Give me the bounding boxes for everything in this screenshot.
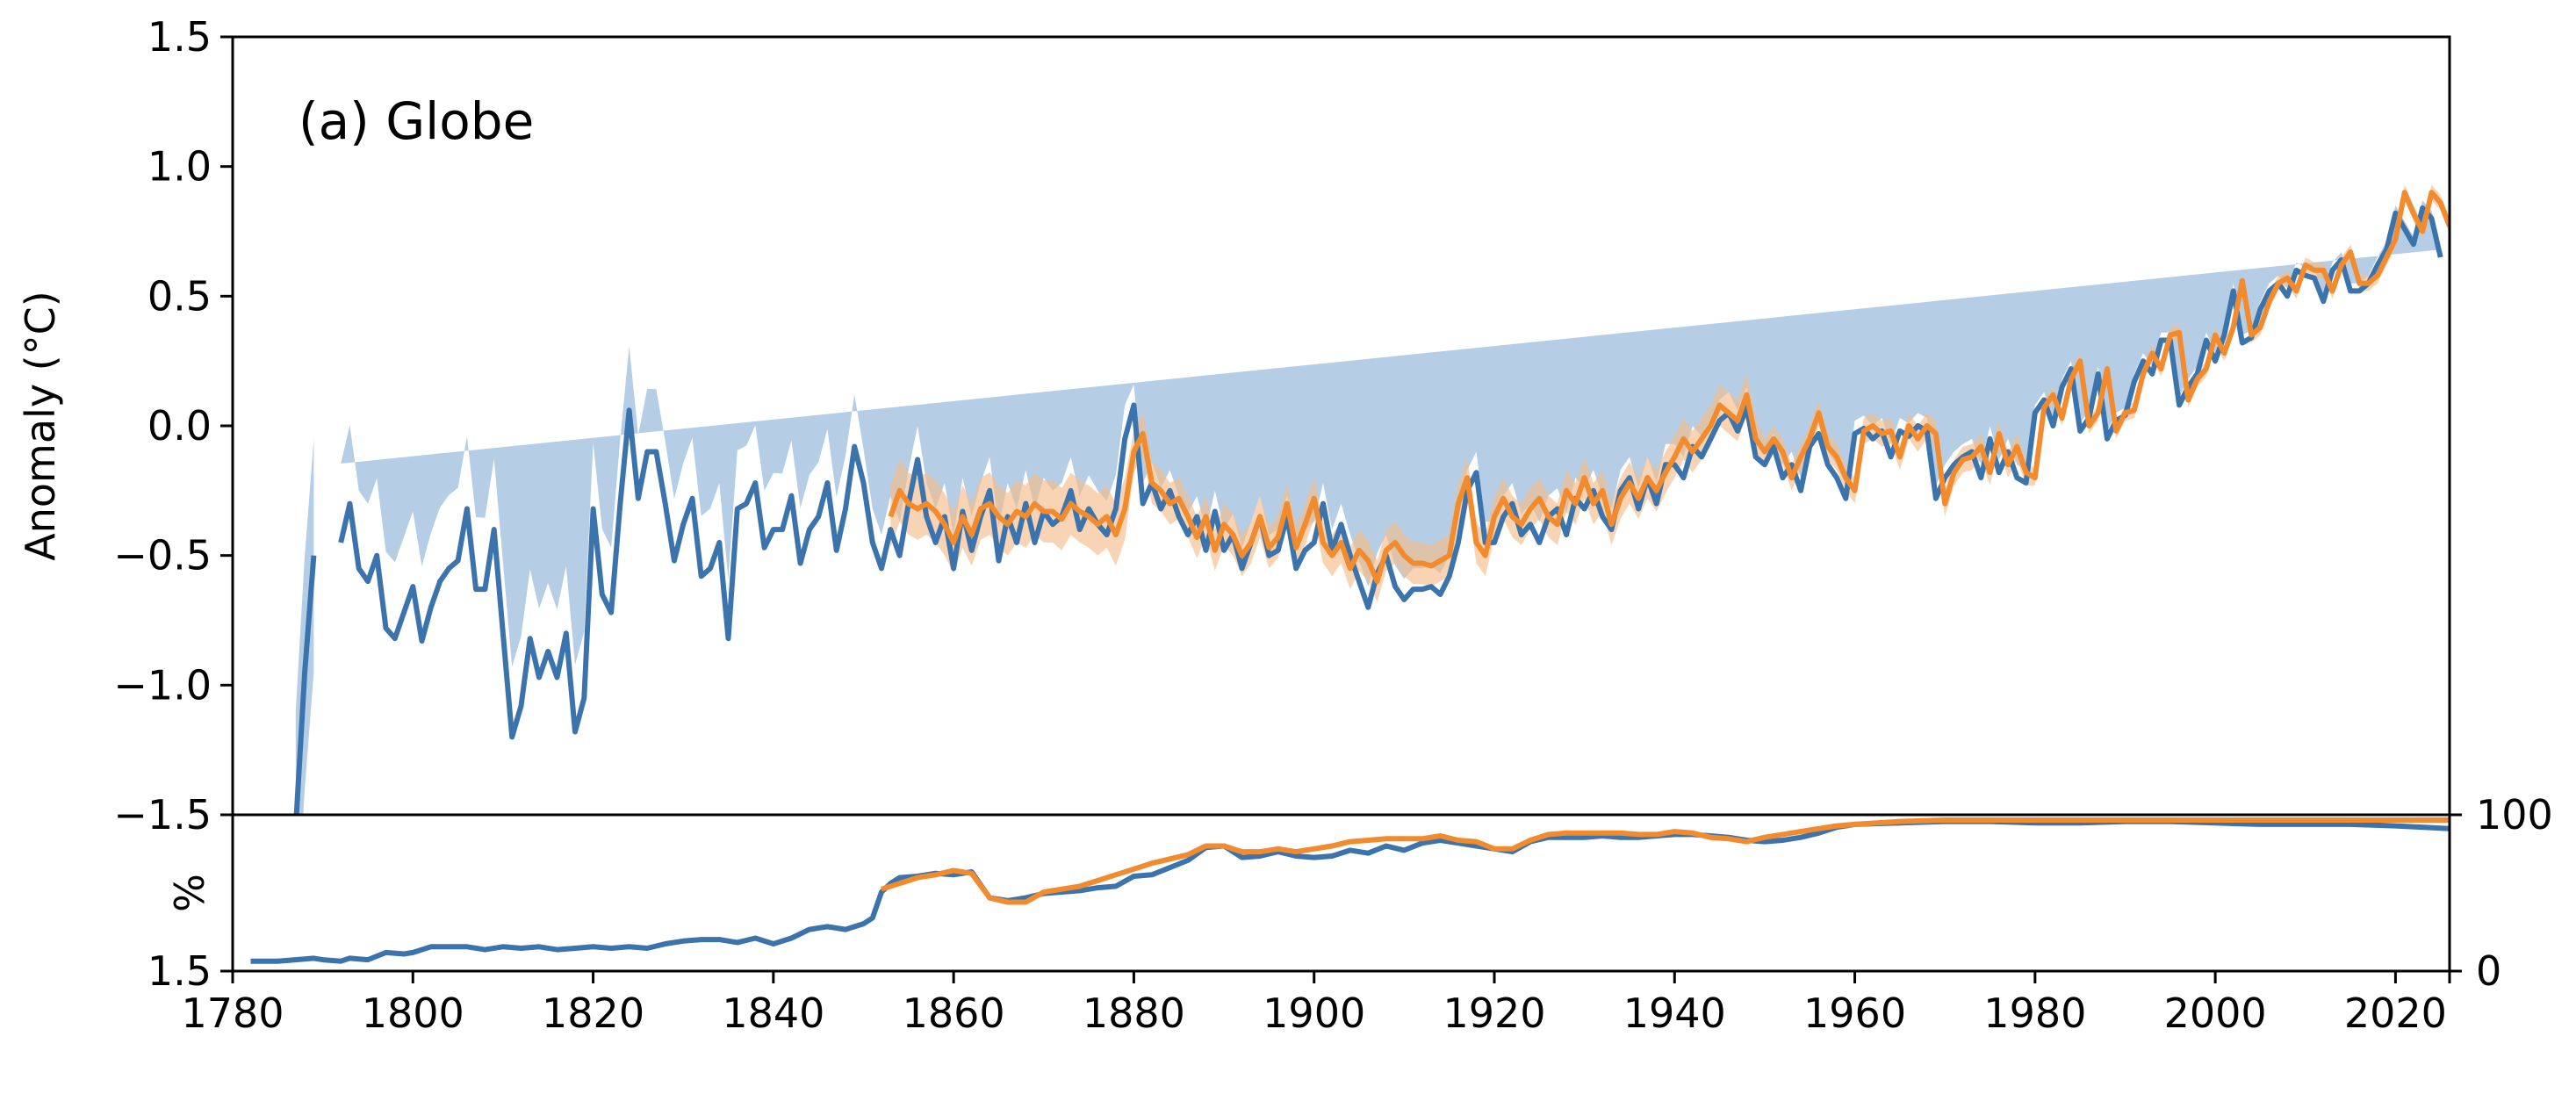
y-tick-label: −1.5 — [113, 791, 212, 838]
x-tick-label: 1920 — [1443, 990, 1545, 1037]
blue-anomaly-line-0 — [293, 555, 317, 815]
x-tick-label: 2000 — [2164, 990, 2267, 1037]
orange-anomaly-line-0 — [888, 190, 2450, 585]
bottom-left-tick-label: 1.5 — [148, 947, 212, 995]
y-tick-label: 0.0 — [148, 402, 212, 450]
bottom-series-lines — [250, 817, 2450, 964]
x-tick-label: 1780 — [181, 990, 284, 1037]
y-tick-label: 1.5 — [148, 13, 212, 61]
plot-border — [231, 35, 2451, 973]
x-tick-label: 1880 — [1083, 990, 1185, 1037]
x-tick-label: 1820 — [542, 990, 644, 1037]
bottom-y-axis-label: % — [166, 874, 213, 912]
x-tick-label: 2020 — [2344, 990, 2447, 1037]
y-tick-label: 0.5 — [148, 272, 212, 320]
blue-anomaly-line-1 — [338, 205, 2443, 740]
top-series-lines — [293, 190, 2450, 815]
x-tick-label: 1800 — [362, 990, 464, 1037]
right-tick-label: 0 — [2476, 947, 2501, 995]
blue-uncertainty-band-1 — [341, 200, 2441, 667]
y-tick-label: −0.5 — [113, 532, 212, 579]
x-tick-label: 1900 — [1263, 990, 1365, 1037]
blue-coverage-line — [250, 818, 2450, 964]
orange-coverage-line — [881, 817, 2450, 905]
axis-ticks: −1.5 −1.0 −0.5 0.0 0.5 1.0 1.5 1.5 0 100 1780 1800 1… — [113, 13, 2553, 1037]
x-tick-label: 1840 — [722, 990, 824, 1037]
right-tick-label: 100 — [2476, 791, 2553, 838]
x-tick-label: 1980 — [1983, 990, 2086, 1037]
y-tick-label: −1.0 — [113, 661, 212, 709]
y-tick-label: 1.0 — [148, 143, 212, 191]
plot-frame — [231, 35, 2451, 973]
y-axis-label: Anomaly (°C) — [17, 291, 64, 560]
x-tick-label: 1940 — [1623, 990, 1726, 1037]
x-tick-label: 1960 — [1803, 990, 1906, 1037]
x-tick-label: 1860 — [903, 990, 1005, 1037]
panel-title: (a) Globe — [299, 91, 534, 151]
